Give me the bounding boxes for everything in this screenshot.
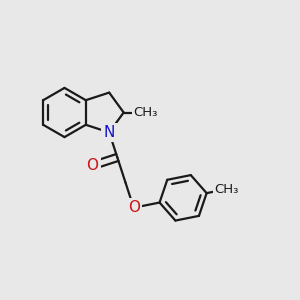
Text: O: O xyxy=(86,158,98,173)
Text: O: O xyxy=(128,200,140,215)
Text: CH₃: CH₃ xyxy=(214,183,239,196)
Text: N: N xyxy=(103,125,115,140)
Text: CH₃: CH₃ xyxy=(133,106,158,119)
